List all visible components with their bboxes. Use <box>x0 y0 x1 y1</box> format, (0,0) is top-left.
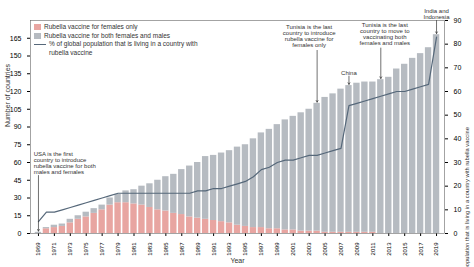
svg-text:45: 45 <box>14 176 22 183</box>
svg-text:2019: 2019 <box>433 242 439 256</box>
svg-text:1987: 1987 <box>179 242 185 256</box>
svg-text:2017: 2017 <box>418 242 424 256</box>
svg-text:1969: 1969 <box>35 242 41 256</box>
svg-text:30: 30 <box>14 194 22 201</box>
svg-text:2007: 2007 <box>338 242 344 256</box>
svg-text:USA is the firstcountry to int: USA is the firstcountry to introducerube… <box>34 151 96 175</box>
html-text:% of global population that is: % of global population that is living in… <box>49 40 198 56</box>
svg-text:1985: 1985 <box>163 242 169 256</box>
svg-text:135: 135 <box>10 70 22 77</box>
svg-text:Tunisia is the lastcountry to: Tunisia is the lastcountry to move tovac… <box>360 22 411 46</box>
svg-text:1997: 1997 <box>258 242 264 256</box>
svg-text:165: 165 <box>10 34 22 41</box>
svg-text:15: 15 <box>14 212 22 219</box>
svg-text:90: 90 <box>454 17 462 24</box>
svg-text:1977: 1977 <box>99 242 105 256</box>
svg-text:2005: 2005 <box>322 242 328 256</box>
svg-text:2015: 2015 <box>402 242 408 256</box>
svg-text:2001: 2001 <box>290 242 296 256</box>
svg-text:Tunisia is the lastcountry to: Tunisia is the lastcountry to introducer… <box>283 24 336 48</box>
svg-text:80: 80 <box>454 40 462 47</box>
svg-text:Number of countries: Number of countries <box>4 63 11 127</box>
svg-text:150: 150 <box>10 52 22 59</box>
svg-text:1971: 1971 <box>51 242 57 256</box>
svg-text:1975: 1975 <box>83 242 89 256</box>
svg-text:2003: 2003 <box>306 242 312 256</box>
svg-text:Year: Year <box>230 257 245 264</box>
svg-text:2013: 2013 <box>386 242 392 256</box>
svg-text:60: 60 <box>14 159 22 166</box>
svg-text:1993: 1993 <box>226 242 232 256</box>
svg-text:20: 20 <box>454 182 462 189</box>
svg-text:2011: 2011 <box>370 242 376 256</box>
svg-text:1983: 1983 <box>147 242 153 256</box>
html-text:Rubella vaccine for both femal: Rubella vaccine for both females and mal… <box>44 31 171 39</box>
svg-text:30: 30 <box>454 159 462 166</box>
svg-text:1973: 1973 <box>67 242 73 256</box>
svg-text:China: China <box>341 70 357 76</box>
svg-text:1999: 1999 <box>274 242 280 256</box>
svg-text:0: 0 <box>18 230 22 237</box>
svg-text:% of global population that is: % of global population that is living in… <box>464 127 470 267</box>
svg-text:1995: 1995 <box>242 242 248 256</box>
svg-text:1991: 1991 <box>211 242 217 256</box>
svg-text:60: 60 <box>454 88 462 95</box>
svg-text:1989: 1989 <box>195 242 201 256</box>
svg-text:India andIndonesia: India andIndonesia <box>424 8 451 20</box>
svg-text:0: 0 <box>454 230 458 237</box>
svg-text:105: 105 <box>10 105 22 112</box>
svg-text:90: 90 <box>14 123 22 130</box>
svg-text:40: 40 <box>454 135 462 142</box>
svg-text:120: 120 <box>10 88 22 95</box>
html-text:Rubella vaccine for females on: Rubella vaccine for females only <box>44 23 138 30</box>
svg-text:1981: 1981 <box>131 242 137 256</box>
svg-text:75: 75 <box>14 141 22 148</box>
svg-text:2009: 2009 <box>354 242 360 256</box>
svg-text:10: 10 <box>454 206 462 213</box>
svg-text:50: 50 <box>454 111 462 118</box>
svg-text:1979: 1979 <box>115 242 121 256</box>
svg-text:70: 70 <box>454 64 462 71</box>
